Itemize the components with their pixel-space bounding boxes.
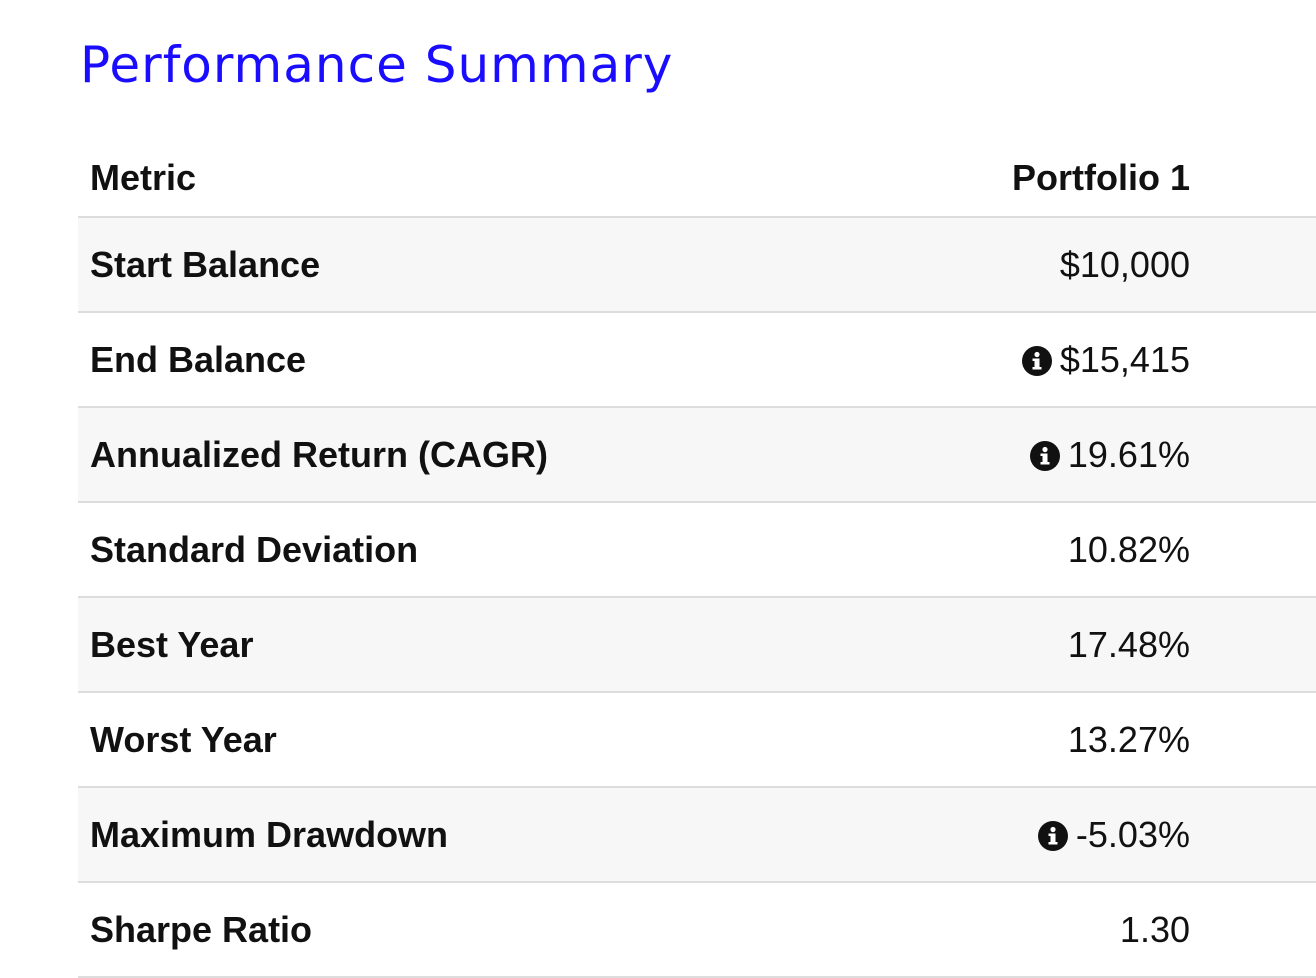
table-row: Maximum Drawdown -5.03% xyxy=(78,787,1316,883)
metric-value: 10.82% xyxy=(1067,528,1190,570)
info-icon[interactable] xyxy=(1029,440,1060,471)
table-row: Annualized Return (CAGR) 19.61% xyxy=(78,407,1316,503)
metric-name: Worst Year xyxy=(78,692,826,788)
metric-name: Sharpe Ratio xyxy=(78,882,826,978)
column-header: Portfolio 1 xyxy=(825,140,1316,218)
cell-wrap: $15,415 xyxy=(825,312,1316,408)
metric-value: 13.27% xyxy=(1067,718,1190,760)
metric-name: Annualized Return (CAGR) xyxy=(78,407,826,503)
page-title: Performance Summary xyxy=(80,36,674,94)
cell-wrap: 17.48% xyxy=(825,597,1316,693)
column-header: Metric xyxy=(78,140,826,218)
table-row: Standard Deviation 10.82% xyxy=(78,502,1316,598)
metric-value: -5.03% xyxy=(1075,813,1190,855)
table-row: Start Balance $10,000 xyxy=(78,217,1316,313)
table-body: Start Balance $10,000 End Balance $15,415 An… xyxy=(78,217,1316,978)
metric-value: 19.61% xyxy=(1067,433,1190,475)
header-row: Metric Portfolio 1 xyxy=(78,140,1316,218)
table-row: Worst Year 13.27% xyxy=(78,692,1316,788)
cell-wrap: -5.03% xyxy=(825,787,1316,883)
cell-wrap: 10.82% xyxy=(825,502,1316,598)
metric-value: 1.30 xyxy=(1119,908,1190,950)
table-row: Best Year 17.48% xyxy=(78,597,1316,693)
metric-value: $10,000 xyxy=(1059,243,1190,285)
metric-name: Maximum Drawdown xyxy=(78,787,826,883)
metric-name: Standard Deviation xyxy=(78,502,826,598)
summary-table: Metric Portfolio 1 Start Balance $10,000 E… xyxy=(78,140,1316,978)
metric-value: $15,415 xyxy=(1059,338,1190,380)
info-icon[interactable] xyxy=(1037,820,1068,851)
cell-wrap: 13.27% xyxy=(825,692,1316,788)
table-row: Sharpe Ratio 1.30 xyxy=(78,882,1316,978)
metric-name: Start Balance xyxy=(78,217,826,313)
table-row: End Balance $15,415 xyxy=(78,312,1316,408)
info-icon[interactable] xyxy=(1021,345,1052,376)
metric-name: Best Year xyxy=(78,597,826,693)
cell-wrap: $10,000 xyxy=(825,217,1316,313)
metric-value: 17.48% xyxy=(1067,623,1190,665)
metric-name: End Balance xyxy=(78,312,826,408)
cell-wrap: 19.61% xyxy=(825,407,1316,503)
cell-wrap: 1.30 xyxy=(825,882,1316,978)
